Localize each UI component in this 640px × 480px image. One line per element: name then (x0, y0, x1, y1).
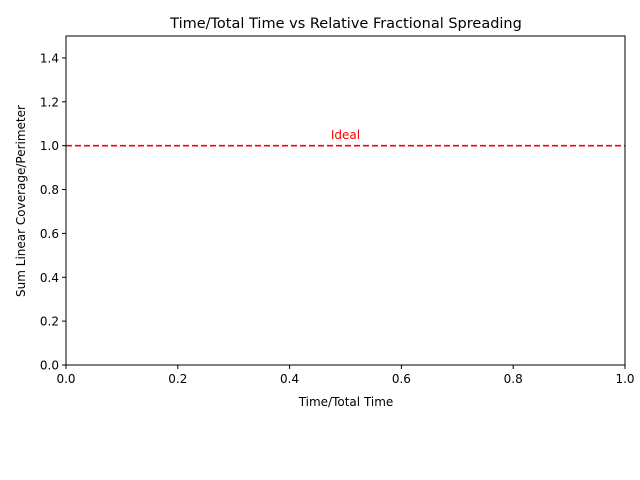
x-axis: 0.0 0.2 0.4 0.6 0.8 1.0 (56, 365, 635, 386)
y-tick-label: 0.8 (40, 183, 59, 197)
x-tick-label: 1.0 (615, 372, 634, 386)
y-tick-label: 0.4 (40, 271, 59, 285)
y-tick-label: 0.6 (40, 227, 59, 241)
y-tick-label: 1.4 (40, 51, 59, 65)
x-tick-label: 0.2 (168, 372, 187, 386)
chart-title: Time/Total Time vs Relative Fractional S… (169, 16, 522, 32)
x-tick-label: 0.8 (504, 372, 523, 386)
y-axis: 0.0 0.2 0.4 0.6 0.8 1.0 1.2 1.4 (40, 51, 66, 373)
plot-area (65, 35, 626, 366)
y-tick-label: 0.2 (40, 315, 59, 329)
x-tick-label: 0.4 (280, 372, 299, 386)
y-tick-label: 0.0 (40, 359, 59, 373)
annotations: Ideal (331, 128, 360, 142)
x-tick-label: 0.0 (56, 372, 75, 386)
x-tick-label: 0.6 (392, 372, 411, 386)
ideal-annotation: Ideal (331, 128, 360, 142)
y-tick-label: 1.0 (40, 139, 59, 153)
y-axis-label: Sum Linear Coverage/Perimeter (14, 105, 28, 297)
y-tick-label: 1.2 (40, 95, 59, 109)
x-axis-label: Time/Total Time (298, 395, 394, 409)
